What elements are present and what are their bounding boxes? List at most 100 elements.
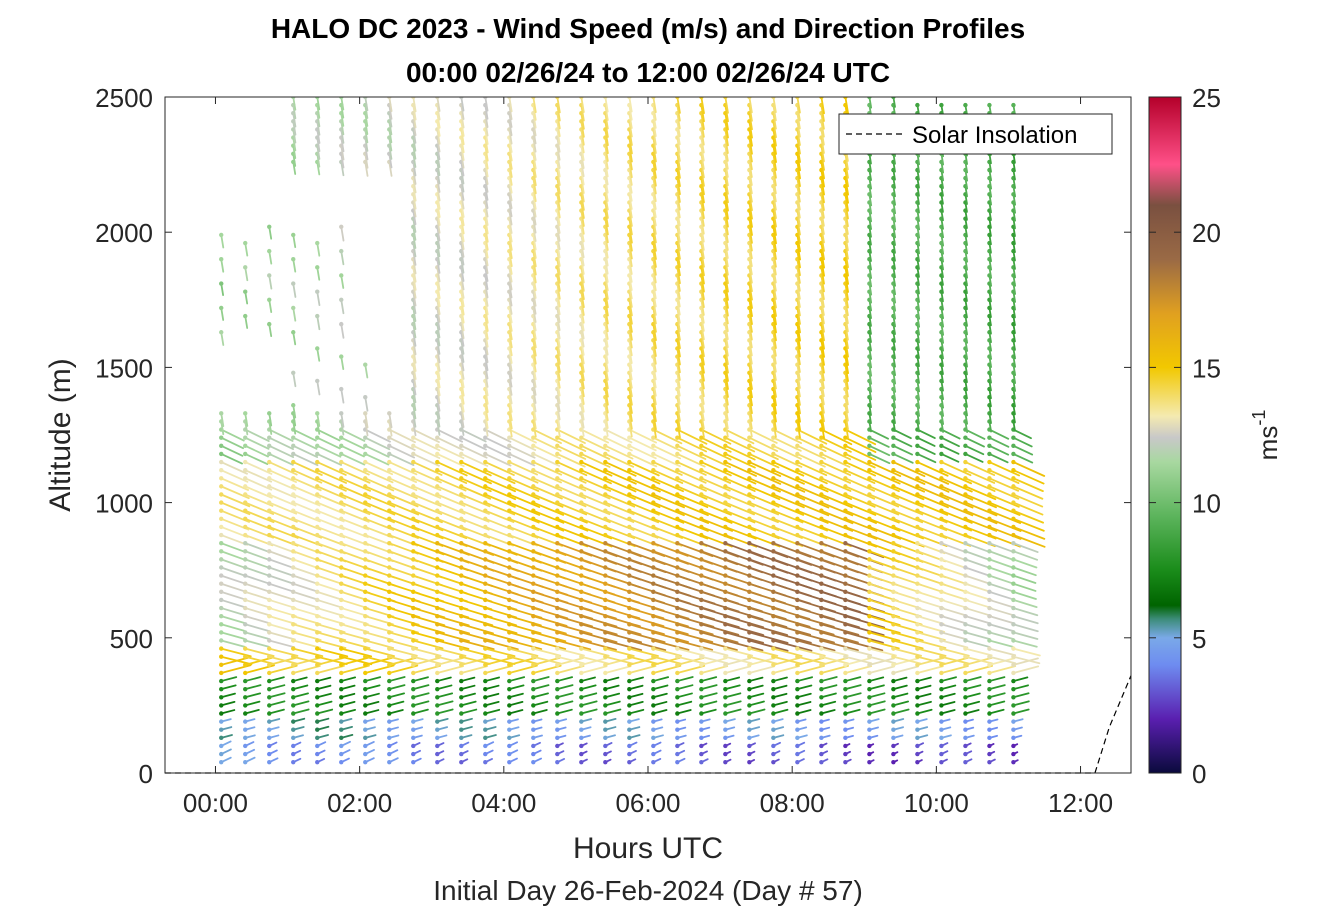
- wind-barb: [724, 209, 729, 228]
- wind-barb: [532, 647, 562, 657]
- wind-barb-head: [531, 459, 536, 465]
- wind-barb-head: [387, 467, 392, 473]
- wind-barb: [436, 412, 441, 428]
- wind-barb-head: [435, 735, 440, 741]
- wind-barb: [820, 266, 825, 285]
- wind-barb-head: [699, 451, 704, 457]
- wind-barb-head: [795, 711, 800, 716]
- wind-barb: [628, 388, 633, 406]
- wind-barb-head: [243, 411, 248, 416]
- wind-barb-head: [675, 459, 680, 465]
- wind-barb: [700, 469, 732, 484]
- wind-barb-head: [459, 581, 464, 586]
- wind-barb: [508, 420, 513, 438]
- wind-barb: [700, 436, 732, 453]
- wind-barb: [580, 339, 585, 356]
- wind-barb-head: [411, 597, 416, 603]
- wind-barb: [436, 97, 441, 112]
- wind-barb-head: [987, 467, 992, 473]
- wind-barb-head: [771, 532, 776, 538]
- wind-barb-head: [387, 459, 392, 465]
- wind-barb: [844, 169, 849, 188]
- wind-barb: [676, 664, 706, 674]
- wind-barb: [820, 469, 852, 484]
- wind-barb: [652, 258, 657, 276]
- wind-barb-head: [867, 622, 872, 627]
- wind-barb-head: [963, 565, 968, 570]
- wind-barb-head: [915, 654, 920, 659]
- wind-barb-head: [675, 508, 680, 513]
- wind-barb-head: [675, 630, 680, 635]
- wind-barb: [772, 420, 777, 438]
- wind-barb-head: [771, 500, 776, 505]
- wind-barb-head: [963, 630, 968, 635]
- wind-barb-head: [579, 654, 584, 659]
- wind-barb: [772, 708, 789, 715]
- wind-barb-head: [603, 638, 608, 643]
- wind-barb-head: [723, 605, 728, 611]
- wind-barb: [988, 558, 1014, 569]
- wind-barb-head: [267, 589, 272, 595]
- wind-barb: [580, 152, 585, 169]
- wind-barb: [676, 298, 681, 316]
- wind-barb: [916, 676, 932, 682]
- wind-barb-head: [435, 711, 440, 716]
- wind-barb-head: [747, 573, 752, 578]
- wind-barb: [796, 380, 801, 398]
- wind-barb-head: [603, 540, 608, 546]
- wind-barb-head: [267, 670, 272, 676]
- wind-barb-head: [939, 719, 944, 724]
- wind-barb: [796, 444, 827, 460]
- wind-barb: [484, 315, 489, 332]
- wind-barb: [628, 684, 644, 691]
- wind-barb: [700, 307, 705, 324]
- wind-barb: [244, 485, 273, 499]
- wind-barb-head: [675, 516, 680, 522]
- wind-barb: [652, 701, 668, 707]
- wind-barb: [700, 97, 705, 115]
- wind-barb-head: [267, 540, 272, 546]
- wind-barb-head: [747, 524, 752, 530]
- wind-barb: [436, 112, 441, 129]
- wind-barb: [892, 647, 923, 657]
- wind-barb: [700, 177, 705, 196]
- wind-barb: [844, 193, 849, 212]
- wind-barb: [724, 363, 729, 382]
- wind-barb: [436, 209, 441, 226]
- wind-barb: [220, 428, 245, 442]
- wind-barb-head: [771, 743, 776, 749]
- wind-barb: [724, 225, 729, 243]
- wind-barb-head: [939, 516, 944, 522]
- wind-barb-head: [459, 451, 464, 457]
- wind-barb: [700, 112, 705, 131]
- wind-barb: [244, 590, 272, 601]
- wind-barb-head: [483, 662, 488, 668]
- wind-barb-head: [483, 532, 488, 538]
- wind-barb: [964, 469, 996, 484]
- wind-barb-head: [411, 711, 416, 716]
- wind-barb: [580, 250, 585, 267]
- wind-barb: [940, 656, 970, 666]
- wind-barb-head: [675, 540, 680, 546]
- wind-barb: [556, 128, 561, 145]
- wind-barb-head: [843, 686, 848, 692]
- wind-barb-head: [963, 597, 968, 603]
- wind-barb: [916, 708, 933, 715]
- wind-barb: [436, 655, 466, 665]
- wind-barb-head: [843, 524, 848, 530]
- wind-barb-head: [459, 516, 464, 522]
- wind-barb: [988, 501, 1021, 516]
- wind-barb-head: [579, 459, 584, 465]
- wind-barb: [364, 469, 394, 484]
- wind-barb-head: [531, 605, 536, 611]
- wind-barb: [628, 242, 633, 260]
- wind-barb: [604, 639, 643, 652]
- wind-barb-head: [459, 646, 464, 651]
- wind-barb: [220, 701, 236, 707]
- wind-barb: [556, 380, 561, 397]
- wind-barb-head: [939, 751, 944, 757]
- wind-barb-head: [243, 435, 248, 440]
- wind-barb: [676, 676, 694, 682]
- wind-barb-head: [915, 605, 920, 611]
- wind-barb: [412, 453, 440, 467]
